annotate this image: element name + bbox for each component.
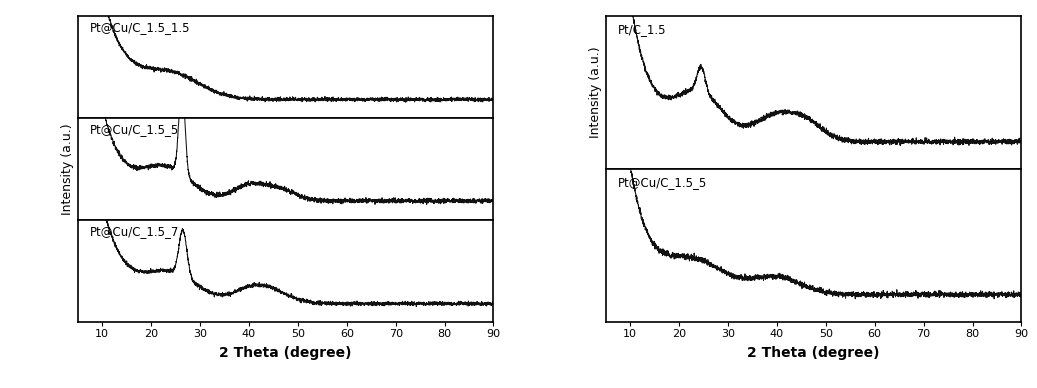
Y-axis label: Intensity (a.u.): Intensity (a.u.) [589, 46, 601, 138]
Y-axis label: Intensity (a.u.): Intensity (a.u.) [60, 123, 74, 215]
Text: Pt@Cu/C_1.5_1.5: Pt@Cu/C_1.5_1.5 [90, 21, 191, 34]
X-axis label: 2 Theta (degree): 2 Theta (degree) [748, 346, 879, 360]
Text: Pt@Cu/C_1.5_7: Pt@Cu/C_1.5_7 [90, 225, 179, 238]
Text: Pt@Cu/C_1.5_5: Pt@Cu/C_1.5_5 [90, 123, 179, 136]
Text: Pt/C_1.5: Pt/C_1.5 [618, 23, 667, 36]
Text: Pt@Cu/C_1.5_5: Pt@Cu/C_1.5_5 [618, 177, 707, 189]
X-axis label: 2 Theta (degree): 2 Theta (degree) [220, 346, 352, 360]
